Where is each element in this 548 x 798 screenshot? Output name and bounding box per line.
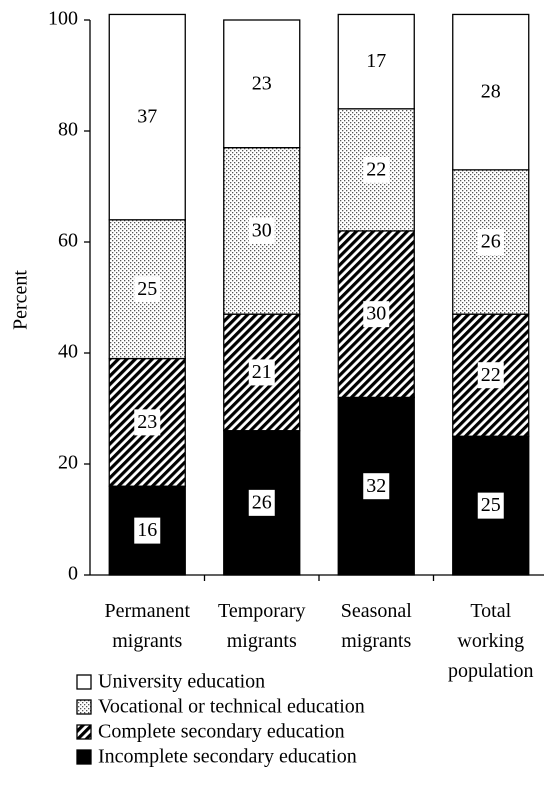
value-label: 28 bbox=[481, 81, 501, 103]
x-tick-label-line: migrants bbox=[112, 630, 182, 652]
legend-swatch bbox=[76, 674, 92, 690]
x-tick-label: Temporary migrants bbox=[218, 600, 305, 652]
legend-swatch bbox=[76, 749, 92, 765]
value-label-bg bbox=[363, 473, 390, 500]
legend-swatch bbox=[76, 699, 92, 715]
bar-segment bbox=[452, 313, 530, 437]
value-label-bg bbox=[477, 492, 504, 519]
x-tick-label-line: population bbox=[448, 660, 534, 682]
x-tick-label: Seasonal migrants bbox=[341, 600, 413, 652]
value-label-bg bbox=[248, 70, 275, 97]
value-label: 17 bbox=[366, 50, 386, 72]
value-label-bg bbox=[477, 79, 504, 106]
legend-label: Complete secondary education bbox=[98, 721, 345, 743]
value-label-bg bbox=[248, 359, 275, 386]
x-tick-label: Permanent migrants bbox=[104, 600, 190, 652]
value-label-bg bbox=[134, 276, 161, 303]
x-tick-label: Total working population bbox=[448, 600, 534, 682]
y-axis-label: Percent bbox=[10, 270, 32, 330]
y-tick-label: 20 bbox=[58, 452, 78, 474]
value-label: 26 bbox=[252, 491, 272, 513]
value-label: 25 bbox=[481, 494, 501, 516]
y-tick-label: 60 bbox=[58, 230, 78, 252]
value-label: 30 bbox=[252, 219, 272, 241]
x-tick-label-line: working bbox=[457, 630, 524, 652]
value-label: 22 bbox=[366, 158, 386, 180]
value-label: 32 bbox=[366, 475, 386, 497]
value-label: 16 bbox=[137, 519, 157, 541]
value-label-bg bbox=[134, 409, 161, 436]
value-label-bg bbox=[363, 301, 390, 328]
y-tick-label: 40 bbox=[58, 341, 78, 363]
value-label: 37 bbox=[137, 106, 157, 128]
x-tick-label-line: Temporary bbox=[218, 600, 305, 622]
y-tick-label: 100 bbox=[48, 8, 78, 30]
value-label-bg bbox=[134, 517, 161, 544]
value-label: 21 bbox=[252, 361, 272, 383]
value-label: 23 bbox=[252, 72, 272, 94]
value-label: 23 bbox=[137, 411, 157, 433]
value-label-bg bbox=[134, 104, 161, 131]
y-tick-label: 0 bbox=[68, 563, 78, 585]
x-tick-label-line: Permanent bbox=[104, 600, 190, 622]
value-label: 30 bbox=[366, 303, 386, 325]
value-label: 22 bbox=[481, 364, 501, 386]
legend-label: Vocational or technical education bbox=[98, 696, 365, 718]
x-tick-label-line: Total bbox=[470, 600, 511, 622]
x-tick-label-line: migrants bbox=[227, 630, 297, 652]
x-tick-label-line: Seasonal bbox=[341, 600, 413, 622]
legend-label: Incomplete secondary education bbox=[98, 746, 357, 768]
value-label-bg bbox=[248, 217, 275, 244]
value-label-bg bbox=[363, 48, 390, 75]
y-tick-label: 80 bbox=[58, 119, 78, 141]
x-tick-label-line: migrants bbox=[341, 630, 411, 652]
legend-label: University education bbox=[98, 671, 265, 693]
value-label-bg bbox=[248, 489, 275, 516]
value-label-bg bbox=[477, 229, 504, 255]
legend-swatch bbox=[76, 724, 92, 740]
value-label: 25 bbox=[137, 278, 157, 300]
value-label-bg bbox=[477, 362, 504, 389]
value-label-bg bbox=[363, 156, 390, 183]
value-label: 26 bbox=[481, 231, 501, 253]
